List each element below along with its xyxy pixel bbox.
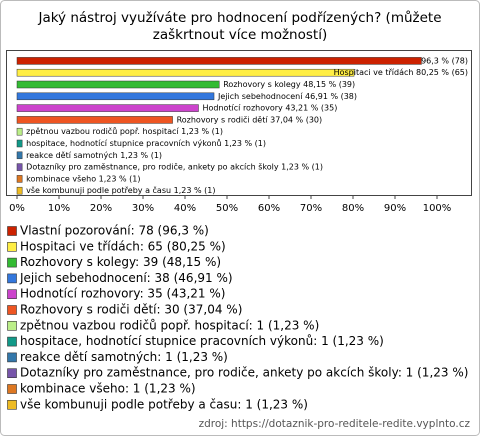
legend-swatch — [7, 320, 17, 331]
legend-label: vše kombunuji podle potřeby a času: 1 (1… — [20, 397, 308, 411]
bar — [16, 186, 23, 195]
value-label: Hospitaci ve třídách 80,25 % (65) — [334, 68, 468, 77]
legend-label: zpětnou vazbou rodičů popř. hospitací: 1… — [20, 318, 319, 332]
x-tick-label: 80% — [342, 203, 364, 214]
legend-swatch — [7, 242, 17, 252]
legend-swatch — [7, 368, 17, 379]
legend-swatch — [7, 384, 17, 394]
chart-title: Jaký nástroj využíváte pro hodnocení pod… — [37, 10, 441, 26]
legend-label: hospitace, hodnotící stupnice pracovních… — [20, 334, 384, 348]
value-label: reakce dětí samotných 1,23 % (1) — [26, 151, 162, 160]
legend-label: kombinace všeho: 1 (1,23 %) — [20, 382, 196, 396]
value-label: Rozhovory s kolegy 48,15 % (39) — [223, 80, 355, 89]
bar — [16, 175, 23, 183]
source: zdroj: https://dotaznik-pro-reditele-red… — [199, 418, 471, 430]
value-label: Jejich sebehodnocení 46,91 % (38) — [217, 92, 357, 101]
bar — [16, 57, 422, 65]
legend-label: Rozhovory s rodiči dětí: 30 (37,04 %) — [20, 303, 242, 317]
bar — [16, 116, 173, 124]
bar — [16, 92, 215, 101]
bar — [16, 104, 199, 112]
legend-swatch — [7, 399, 17, 410]
legend-swatch — [7, 273, 17, 284]
bar — [16, 127, 23, 136]
x-tick-label: 50% — [216, 203, 238, 214]
legend-swatch — [7, 289, 17, 300]
bar — [16, 139, 23, 148]
legend-swatch — [7, 257, 17, 268]
value-label: Hodnotící rozhovory 43,21 % (35) — [202, 104, 337, 113]
x-tick-label: 90% — [384, 203, 406, 214]
legend-swatch — [7, 336, 17, 347]
legend-label: Hodnotící rozhovory: 35 (43,21 %) — [20, 287, 225, 301]
bar — [16, 80, 220, 89]
bar — [16, 68, 355, 77]
x-tick-label: 10% — [48, 203, 70, 214]
value-label: hospitace, hodnotící stupnice pracovních… — [26, 138, 266, 148]
value-label: Dotazníky pro zaměstnance, pro rodiče, a… — [26, 162, 323, 172]
x-tick-label: 100% — [423, 203, 452, 214]
value-label: Rozhovory s rodiči dětí 37,04 % (30) — [177, 114, 323, 124]
legend-swatch — [7, 305, 17, 315]
legend-label: Vlastní pozorování: 78 (96,3 %) — [20, 224, 209, 238]
x-tick-label: 20% — [90, 203, 112, 214]
legend-swatch — [7, 226, 17, 236]
x-tick-label: 0% — [9, 203, 25, 214]
value-label: kombinace všeho 1,23 % (1) — [26, 173, 140, 183]
legend-label: Jejich sebehodnocení: 38 (46,91 %) — [19, 271, 233, 285]
x-tick-label: 40% — [174, 203, 196, 214]
chart-title: zaškrtnout více možností) — [153, 27, 327, 43]
legend-swatch — [7, 352, 17, 363]
legend-label: Rozhovory s kolegy: 39 (48,15 %) — [20, 255, 221, 269]
legend-label: reakce dětí samotných: 1 (1,23 %) — [20, 350, 228, 364]
legend-label: Dotazníky pro zaměstnance, pro rodiče, a… — [20, 366, 468, 380]
x-tick-label: 30% — [132, 203, 154, 214]
value-label: vše kombunuji podle potřeby a času 1,23 … — [26, 185, 215, 195]
bar — [16, 151, 23, 160]
value-label: 96,3 % (78) — [421, 56, 468, 65]
x-tick-label: 70% — [300, 203, 322, 214]
legend-label: Hospitaci ve třídách: 65 (80,25 %) — [20, 239, 226, 253]
bar — [16, 163, 23, 171]
x-tick-label: 60% — [258, 203, 280, 214]
value-label: zpětnou vazbou rodičů popř. hospitací 1,… — [26, 126, 223, 136]
